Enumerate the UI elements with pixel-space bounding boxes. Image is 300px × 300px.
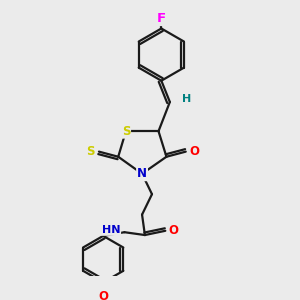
Text: O: O: [169, 224, 179, 237]
Text: F: F: [157, 12, 166, 25]
Text: O: O: [189, 145, 199, 158]
Text: S: S: [86, 145, 95, 158]
Text: S: S: [122, 125, 130, 138]
Text: N: N: [137, 167, 147, 180]
Text: HN: HN: [102, 225, 120, 235]
Text: H: H: [182, 94, 191, 103]
Text: O: O: [98, 290, 108, 300]
